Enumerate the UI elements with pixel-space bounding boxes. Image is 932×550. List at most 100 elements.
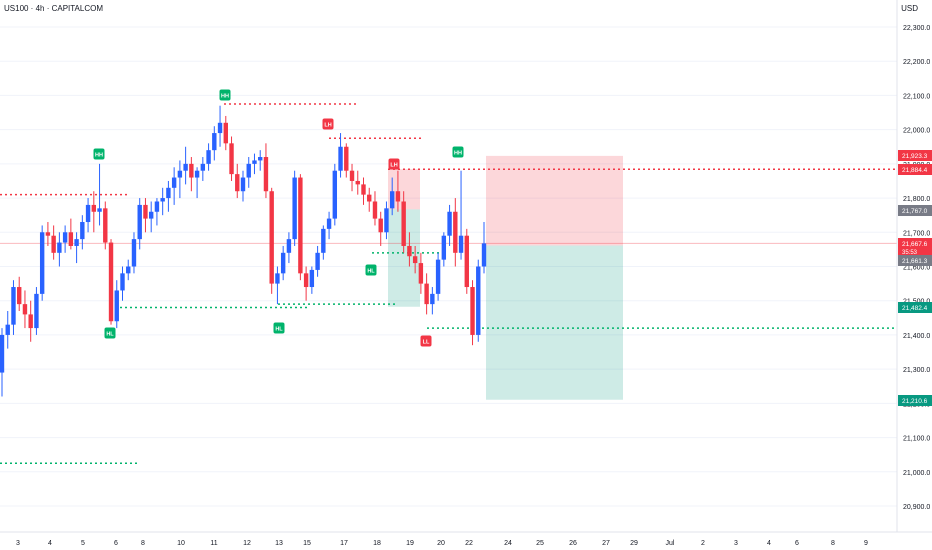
price-tick-label: 20,900.0 xyxy=(903,504,930,511)
candle-body xyxy=(326,218,332,229)
price-tag xyxy=(898,150,932,161)
price-tag xyxy=(898,238,932,256)
candle-body xyxy=(97,208,102,212)
date-tick-label: 4 xyxy=(48,540,52,547)
candles xyxy=(0,105,487,397)
candle-body xyxy=(470,287,475,335)
candle-body xyxy=(183,163,188,171)
time-axis[interactable]: 3 4 5 6 8 10 11 12 13 15 17 18 19 20 22 24 25 26 27 29 Jul 2 3… xyxy=(16,540,868,547)
date-tick-label: 17 xyxy=(340,540,348,547)
price-tick-label: 21,300.0 xyxy=(903,367,930,374)
candle-body xyxy=(22,304,28,315)
candle-body xyxy=(74,239,79,246)
candle-body xyxy=(269,191,274,284)
structure-label-text: HL xyxy=(106,331,114,337)
grid xyxy=(0,26,897,507)
structure-label-text: LL xyxy=(423,339,430,345)
candle-body xyxy=(39,232,45,294)
candle-body xyxy=(303,273,309,288)
candle-body xyxy=(28,314,33,329)
price-tick-label: 21,400.0 xyxy=(903,333,930,340)
date-tick-label: 18 xyxy=(373,540,381,547)
price-tag xyxy=(898,395,932,406)
candle-body xyxy=(148,211,154,219)
price-tick-label: 21,100.0 xyxy=(903,436,930,443)
position-zones[interactable] xyxy=(388,155,623,400)
candle-body xyxy=(378,218,383,233)
currency-label: USD xyxy=(901,4,918,13)
candle-body xyxy=(401,201,406,246)
date-tick-label: 3 xyxy=(16,540,20,547)
structure-label-badge xyxy=(420,335,432,347)
take-profit-zone xyxy=(486,245,623,400)
date-tick-label: 26 xyxy=(569,540,577,547)
structure-label-badge xyxy=(388,158,400,170)
candle-body xyxy=(189,163,194,178)
candle-body xyxy=(361,184,366,195)
candle-body xyxy=(384,208,389,233)
candle-body xyxy=(114,290,119,322)
structure-label-badge xyxy=(93,148,105,160)
candle-body xyxy=(298,177,303,274)
candle-body xyxy=(177,170,183,178)
candle-body xyxy=(286,239,292,253)
price-tag-label: 21,884.4 xyxy=(902,167,928,174)
candle-body xyxy=(229,143,234,175)
candle-body xyxy=(166,187,171,199)
candle-body xyxy=(160,198,165,202)
candle-body xyxy=(200,163,206,171)
candle-body xyxy=(45,232,51,236)
candle-body xyxy=(103,208,108,243)
structure-label-badge xyxy=(452,146,464,158)
date-tick-label: 8 xyxy=(141,540,145,547)
price-tag-label: 21,667.6 xyxy=(902,241,928,248)
date-tick-label: 11 xyxy=(210,540,217,547)
price-tick-label: 21,000.0 xyxy=(903,470,930,477)
date-tick-label: 9 xyxy=(864,540,868,547)
date-tick-label: 2 xyxy=(701,540,705,547)
structure-labels: HH HL HH HL LH LH HL HH LL xyxy=(93,89,464,347)
candle-body xyxy=(407,245,412,257)
candle-body xyxy=(217,122,223,134)
date-tick-label: 6 xyxy=(114,540,118,547)
price-tag-label: 21,661.3 xyxy=(902,258,928,265)
candle-body xyxy=(321,228,326,253)
candle-body xyxy=(424,283,429,305)
candle-body xyxy=(280,252,286,274)
candle-body xyxy=(338,146,343,171)
candle-body xyxy=(17,287,22,305)
candle-body xyxy=(5,324,10,335)
date-tick-label: 24 xyxy=(504,540,512,547)
level-lines[interactable] xyxy=(0,103,897,464)
candle-body xyxy=(476,266,481,335)
structure-label-badge xyxy=(365,264,377,276)
date-tick-label: Jul xyxy=(666,540,675,547)
candle-body xyxy=(344,146,349,171)
candle-body xyxy=(367,194,372,202)
candle-body xyxy=(309,269,315,288)
structure-label-text: LH xyxy=(324,122,331,128)
date-tick-label: 8 xyxy=(831,540,835,547)
structure-label-text: HH xyxy=(454,150,462,156)
candle-body xyxy=(57,242,62,253)
chart-title: US100 · 4h · CAPITALCOM xyxy=(4,4,103,13)
candle-body xyxy=(171,177,177,188)
price-axis[interactable]: 22,300.022,200.022,100.022,000.021,900.0… xyxy=(903,25,930,511)
candle-body xyxy=(154,201,160,212)
structure-label-text: LH xyxy=(390,162,397,168)
candle-body xyxy=(223,122,228,144)
candle-body xyxy=(212,133,217,151)
price-tag xyxy=(898,205,932,216)
date-tick-label: 12 xyxy=(243,540,251,547)
candle-body xyxy=(137,204,142,240)
candle-body xyxy=(62,232,68,243)
candle-body xyxy=(395,191,401,202)
candle-body xyxy=(430,293,435,305)
candle-body xyxy=(126,266,131,274)
candle-body xyxy=(34,293,39,329)
price-tag xyxy=(898,302,932,313)
price-tag-label: 21,482.4 xyxy=(902,305,928,312)
date-tick-label: 6 xyxy=(795,540,799,547)
candle-body xyxy=(372,201,378,219)
